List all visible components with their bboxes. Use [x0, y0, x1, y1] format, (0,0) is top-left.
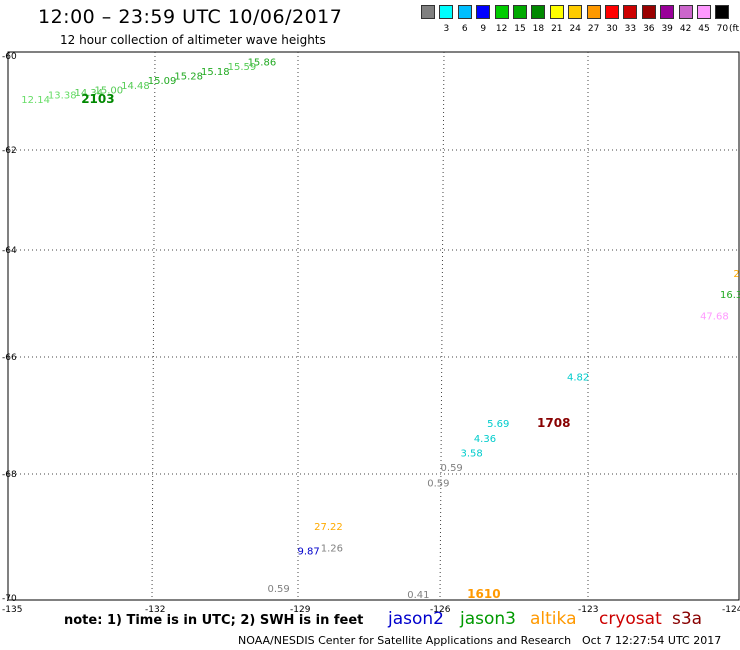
pass-time-label: 1708: [537, 416, 570, 430]
legend-swatch: [605, 5, 619, 19]
legend-label: 70: [716, 24, 729, 34]
wave-height-label: 15.00: [95, 86, 124, 97]
legend-label: 15: [514, 24, 526, 34]
footer-note: note: 1) Time is in UTC; 2) SWH is in fe…: [64, 613, 364, 628]
legend-swatch: [568, 5, 583, 19]
satellite-cryosat: cryosat: [599, 609, 662, 629]
satellite-altika: altika: [530, 609, 577, 629]
wave-height-label: 9.87: [297, 547, 319, 558]
y-tick-label: -64: [2, 246, 17, 256]
legend-swatch: [697, 5, 711, 19]
longitude-gridline: [151, 51, 156, 601]
wave-height-label: 15.09: [148, 76, 177, 87]
legend-label: 21: [551, 24, 563, 34]
legend-swatch: [513, 5, 527, 19]
wave-height-label: 4.36: [474, 434, 496, 445]
legend-label: 33: [624, 24, 637, 34]
legend-swatch: [457, 5, 472, 19]
x-tick-label: -132: [145, 605, 165, 615]
legend-swatch: [531, 5, 546, 19]
legend-label: 30: [606, 24, 618, 34]
y-tick-label: -60: [2, 52, 17, 62]
wave-height-label: 5.69: [487, 419, 509, 430]
wave-height-label: 0.41: [407, 590, 429, 601]
x-tick-label: -135: [2, 605, 22, 615]
x-tick-label: -123: [578, 605, 598, 615]
chart-subtitle: 12 hour collection of altimeter wave hei…: [60, 33, 326, 47]
footer-credit: NOAA/NESDIS Center for Satellite Applica…: [238, 634, 572, 647]
legend-unit: (ft): [729, 24, 740, 34]
wave-height-label: 14.48: [121, 81, 150, 92]
wave-height-label: 47.68: [700, 312, 729, 323]
legend-label: 12: [495, 24, 508, 34]
x-tick-label: -126: [430, 605, 451, 615]
legend-swatch: [660, 5, 675, 19]
legend-swatch: [476, 5, 491, 19]
footer-timestamp: Oct 7 12:27:54 UTC 2017: [582, 634, 722, 647]
legend-label: 27: [587, 24, 600, 34]
legend-label: 36: [643, 24, 655, 34]
legend-label: 9: [480, 24, 487, 34]
satellite-jason2: jason2: [388, 609, 444, 629]
wave-height-label: 15.18: [201, 67, 230, 78]
legend-swatch: [494, 5, 509, 19]
wave-height-label: 3.58: [461, 448, 483, 459]
y-tick-label: -62: [2, 146, 17, 156]
pass-time-label: 1610: [467, 587, 500, 601]
plot-frame: [7, 51, 740, 601]
y-tick-label: -66: [2, 353, 17, 363]
legend-swatch: [641, 5, 656, 19]
wave-height-label: 1.26: [321, 544, 343, 555]
y-tick-label: -70: [2, 594, 17, 604]
wave-height-label: 15.86: [248, 57, 277, 68]
wave-height-label: 13.38: [48, 90, 77, 101]
legend-label: 24: [569, 24, 581, 34]
legend-swatch: [421, 5, 435, 19]
legend-label: 42: [679, 24, 692, 34]
legend-swatch: [439, 5, 454, 19]
longitude-gridline: [439, 51, 445, 601]
wave-height-label: 26.98: [733, 269, 740, 280]
pass-time-label: 2103: [81, 92, 114, 106]
x-tick-label: -129: [290, 605, 311, 615]
wave-height-label: 14.34: [75, 88, 104, 99]
chart-title: 12:00 – 23:59 UTC 10/06/2017: [38, 6, 343, 28]
legend-label: 6: [461, 24, 468, 34]
legend-label: 39: [661, 24, 673, 34]
wave-height-label: 12.14: [21, 95, 50, 106]
x-tick-label: -124: [722, 605, 740, 615]
wave-height-label: 27.22: [314, 522, 343, 533]
wave-height-label: 4.82: [567, 372, 589, 383]
wave-height-label: 0.59: [268, 584, 290, 595]
satellite-s3a: s3a: [672, 609, 703, 629]
wave-height-label: 0.59: [441, 463, 463, 474]
legend-swatch: [715, 5, 730, 19]
legend-swatch: [549, 5, 564, 19]
legend-swatch: [623, 5, 638, 19]
y-tick-label: -68: [2, 470, 17, 480]
legend-swatch: [678, 5, 693, 19]
wave-height-label: 0.59: [427, 478, 449, 489]
satellite-jason3: jason3: [460, 609, 516, 629]
legend-label: 3: [443, 24, 450, 34]
legend-swatch: [586, 5, 601, 19]
legend-label: 18: [532, 24, 545, 34]
wave-height-label: 15.28: [174, 72, 203, 83]
wave-height-label: 15.59: [228, 62, 257, 73]
wave-height-label: 16.38: [720, 290, 740, 301]
legend-label: 45: [698, 24, 710, 34]
